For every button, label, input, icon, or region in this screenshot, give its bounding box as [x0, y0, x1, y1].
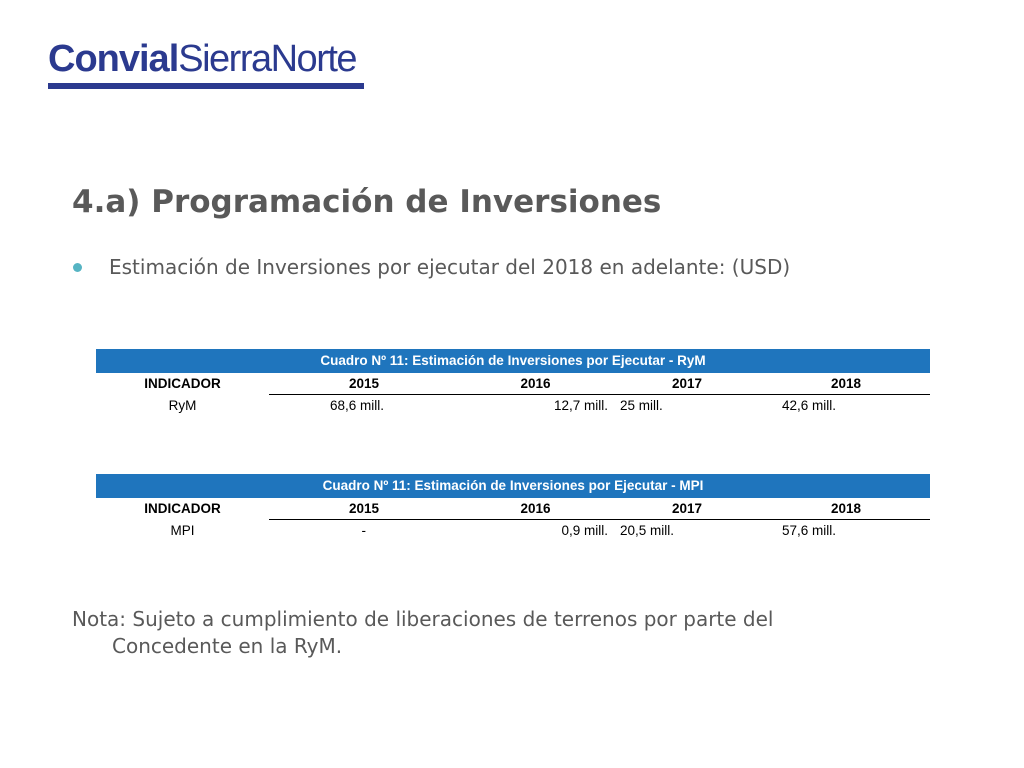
header-indicador: INDICADOR	[144, 376, 221, 391]
cell-2015: 68,6 mill.	[329, 398, 384, 413]
table-header-row: INDICADOR 2015 2016 2017 2018	[96, 373, 930, 395]
company-logo: ConvialSierraNorte	[48, 36, 364, 89]
bullet-text: Estimación de Inversiones por ejecutar d…	[109, 255, 791, 279]
header-2016: 2016	[459, 373, 612, 395]
cell-2016: 12,7 mill.	[553, 398, 608, 413]
table-caption: Cuadro Nº 11: Estimación de Inversiones …	[96, 474, 930, 498]
cell-2015: -	[361, 523, 367, 538]
bullet-item: Estimación de Inversiones por ejecutar d…	[72, 255, 790, 279]
header-2016: 2016	[459, 498, 612, 520]
header-indicador: INDICADOR	[144, 501, 221, 516]
header-2017: 2017	[612, 498, 762, 520]
investment-table-rym: Cuadro Nº 11: Estimación de Inversiones …	[96, 349, 930, 417]
cell-2018: 57,6 mill.	[781, 523, 836, 538]
header-2018: 2018	[762, 498, 930, 520]
table-header-row: INDICADOR 2015 2016 2017 2018	[96, 498, 930, 520]
logo-underline	[48, 83, 364, 89]
cell-2016: 0,9 mill.	[561, 523, 608, 538]
logo-text: ConvialSierraNorte	[48, 36, 364, 82]
header-2015: 2015	[269, 373, 459, 395]
header-2017: 2017	[612, 373, 762, 395]
table-row: RyM 68,6 mill. 12,7 mill. 25 mill. 42,6 …	[96, 395, 930, 417]
cell-2017: 20,5 mill.	[620, 523, 675, 538]
footnote-line-1: Nota: Sujeto a cumplimiento de liberacio…	[72, 607, 774, 631]
cell-2017: 25 mill.	[620, 398, 663, 413]
investment-table-mpi: Cuadro Nº 11: Estimación de Inversiones …	[96, 474, 930, 542]
header-2015: 2015	[269, 498, 459, 520]
table-row: MPI - 0,9 mill. 20,5 mill. 57,6 mill.	[96, 520, 930, 542]
cell-indicador: RyM	[168, 398, 197, 413]
cell-indicador: MPI	[170, 523, 195, 538]
logo-text-convial: Convial	[48, 38, 179, 80]
footnote: Nota: Sujeto a cumplimiento de liberacio…	[72, 606, 872, 660]
footnote-line-2: Concedente en la RyM.	[112, 634, 343, 658]
header-2018: 2018	[762, 373, 930, 395]
table-caption: Cuadro Nº 11: Estimación de Inversiones …	[96, 349, 930, 373]
bullet-dot-icon	[73, 262, 82, 272]
logo-text-sierranorte: SierraNorte	[178, 38, 357, 80]
slide-title: 4.a) Programación de Inversiones	[72, 184, 662, 220]
cell-2018: 42,6 mill.	[781, 398, 836, 413]
